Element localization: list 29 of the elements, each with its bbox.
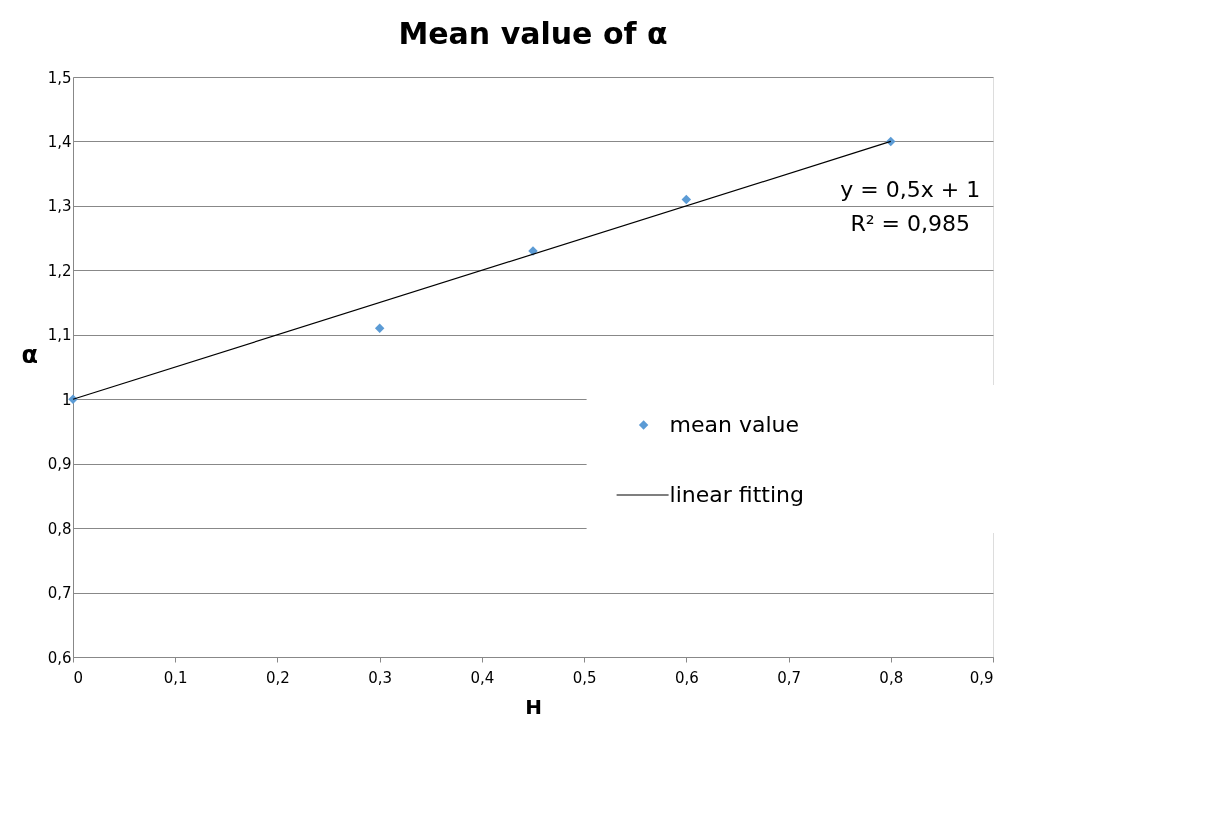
y-tick-label: 1,1: [47, 326, 72, 345]
x-tick-label: 0,7: [777, 668, 801, 687]
legend-label: linear fitting: [669, 482, 804, 507]
y-tick-label: 1,2: [47, 261, 72, 280]
y-tick-label: 0,8: [47, 519, 72, 538]
x-tick-label: 0,2: [266, 668, 290, 687]
y-tick-label: 0,9: [47, 455, 72, 474]
y-tick-label: 0,7: [47, 584, 72, 603]
y-axis-title: α: [21, 340, 38, 369]
y-tick-label: 1,4: [47, 132, 72, 151]
y-tick-label: 1: [61, 390, 72, 409]
x-tick-label: 0,1: [163, 668, 188, 687]
y-tick-label: 1,5: [47, 68, 72, 87]
annotation: R² = 0,985: [850, 211, 970, 237]
y-tick-label: 0,6: [47, 648, 72, 667]
x-tick-label: 0,8: [879, 668, 904, 687]
annotation: y = 0,5x + 1: [840, 177, 981, 203]
x-tick-label: 0,4: [470, 668, 495, 687]
x-axis-title: H: [525, 694, 542, 719]
y-tick-label: 1,3: [47, 197, 72, 216]
point: [374, 323, 385, 334]
x-tick-label: 0,5: [572, 668, 597, 687]
x-tick-label: 0,9: [969, 668, 994, 687]
chart-title: Mean value of α: [398, 16, 668, 51]
legend-label: mean value: [669, 412, 800, 437]
point: [681, 194, 692, 205]
x-tick-label: 0,3: [368, 668, 393, 687]
x-tick-label: 0: [73, 668, 84, 687]
x-tick-label: 0,6: [674, 668, 699, 687]
